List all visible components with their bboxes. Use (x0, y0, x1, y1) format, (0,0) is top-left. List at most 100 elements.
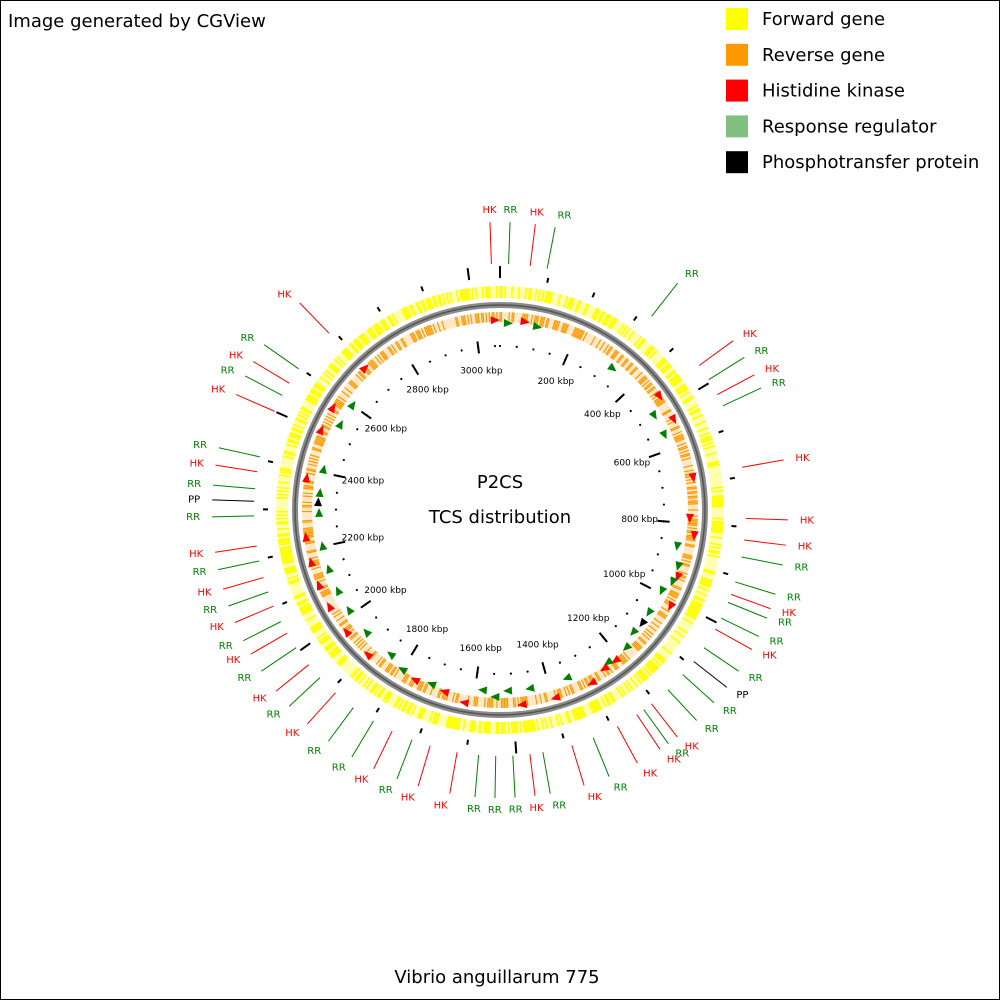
forward-gene (351, 668, 361, 679)
reverse-gene (314, 440, 324, 446)
reverse-gene (321, 590, 331, 597)
forward-gene (574, 300, 580, 312)
reverse-gene (314, 574, 324, 580)
reverse-gene (678, 446, 689, 452)
forward-gene (322, 372, 333, 381)
legend-label: Forward gene (762, 9, 885, 30)
feature-label: RR (614, 783, 628, 794)
forward-gene (481, 286, 485, 299)
forward-gene (534, 288, 538, 302)
feature-marker (459, 699, 470, 708)
forward-gene (589, 701, 597, 714)
reverse-gene (369, 651, 378, 660)
forward-gene (608, 691, 617, 703)
forward-gene (711, 520, 724, 524)
reverse-gene (647, 386, 656, 395)
forward-gene (602, 314, 611, 326)
reverse-gene (512, 697, 515, 708)
outer-tick (376, 306, 381, 312)
reverse-gene (306, 550, 317, 554)
ruler-tick (410, 644, 419, 656)
forward-gene (524, 720, 528, 733)
reverse-gene (687, 527, 698, 530)
forward-gene (691, 413, 704, 421)
forward-gene (386, 315, 395, 328)
reverse-gene (306, 467, 317, 472)
forward-gene (527, 287, 531, 300)
forward-gene (700, 576, 713, 582)
feature-label: HK (643, 769, 658, 780)
forward-gene (305, 614, 317, 622)
feature-marker (318, 464, 327, 475)
reverse-gene (571, 326, 577, 337)
forward-gene (403, 306, 411, 319)
forward-gene (286, 440, 299, 446)
forward-gene (362, 677, 371, 688)
reverse-gene (558, 688, 564, 699)
reverse-gene (415, 330, 421, 341)
forward-gene (336, 356, 347, 366)
feature-leader (529, 224, 536, 266)
forward-gene (702, 569, 715, 575)
forward-gene (578, 706, 585, 718)
reverse-gene (333, 402, 343, 409)
feature-label: HK (211, 385, 226, 396)
feature-label: HK (529, 803, 544, 814)
reverse-gene (311, 448, 322, 453)
feature-marker (503, 686, 513, 695)
forward-gene (696, 426, 709, 433)
feature-marker (327, 403, 336, 414)
outer-tick (561, 733, 565, 739)
forward-gene (485, 286, 488, 299)
reverse-gene (670, 426, 681, 432)
reverse-gene (367, 362, 376, 371)
forward-gene (276, 527, 289, 531)
forward-gene (602, 694, 611, 706)
forward-gene (300, 607, 313, 614)
forward-gene (577, 706, 584, 719)
feature-label: RR (193, 567, 207, 578)
reverse-gene (303, 486, 314, 489)
feature-leader (327, 707, 354, 742)
reverse-gene (544, 692, 549, 703)
reverse-gene (333, 611, 343, 618)
forward-gene (445, 715, 450, 728)
forward-gene (471, 287, 475, 300)
forward-gene (446, 715, 452, 728)
forward-gene (472, 720, 476, 733)
ruler-dot (660, 536, 663, 540)
feature-leader (252, 361, 290, 384)
feature-leader (215, 545, 257, 553)
forward-gene (569, 298, 575, 311)
forward-gene (460, 289, 465, 302)
feature-label: HK (685, 741, 700, 752)
feature-leader (717, 374, 755, 396)
forward-gene (543, 290, 548, 303)
reverse-gene (302, 521, 313, 524)
ruler-dot (625, 612, 629, 615)
forward-gene (686, 609, 698, 618)
feature-label: RR (723, 706, 737, 717)
reverse-gene (349, 631, 358, 640)
outer-tick (546, 277, 550, 284)
reverse-gene (304, 540, 315, 544)
forward-gene (567, 297, 574, 310)
reverse-gene (306, 548, 317, 553)
forward-gene (338, 656, 349, 667)
forward-gene (455, 290, 460, 303)
forward-gene (703, 568, 716, 574)
reverse-gene (631, 643, 640, 652)
reverse-gene (582, 331, 588, 342)
forward-gene (370, 682, 379, 694)
forward-gene (635, 671, 645, 682)
reverse-gene (598, 341, 606, 351)
reverse-gene (578, 329, 584, 340)
forward-gene (706, 460, 719, 465)
ruler-label: 800 kbp (621, 515, 658, 525)
reverse-gene (638, 636, 647, 644)
reverse-gene (390, 344, 398, 354)
reverse-gene (574, 328, 580, 338)
reverse-gene (639, 377, 648, 386)
forward-gene (305, 396, 318, 405)
reverse-gene (303, 481, 314, 485)
